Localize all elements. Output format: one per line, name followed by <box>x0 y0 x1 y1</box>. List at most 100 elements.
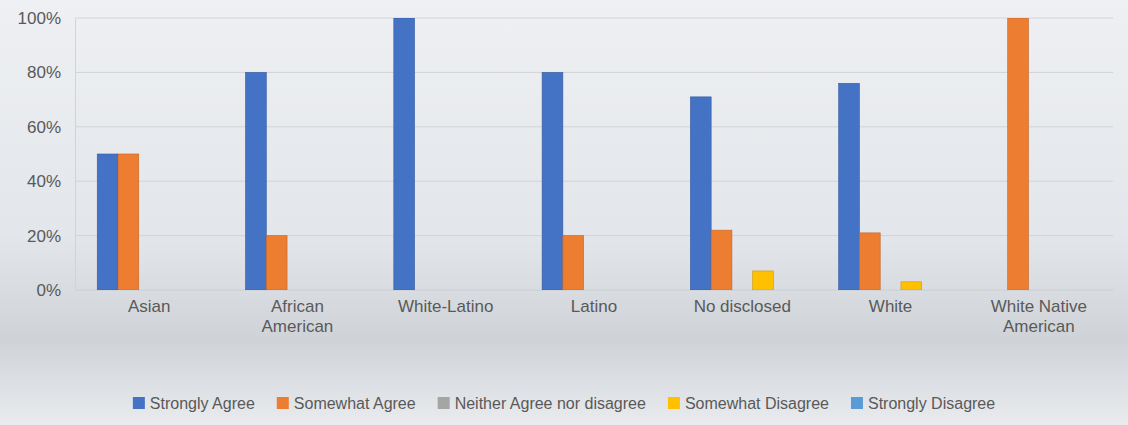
bar <box>690 97 711 290</box>
legend-swatch <box>668 397 680 409</box>
legend-swatch <box>133 397 145 409</box>
y-tick: 100% <box>18 9 75 28</box>
bar <box>584 290 605 291</box>
y-tick-label: 20% <box>27 227 61 246</box>
legend-label: Strongly Agree <box>150 395 255 412</box>
legend-item: Strongly Agree <box>133 395 255 412</box>
x-axis: AsianAfricanAmericanWhite-LatinoLatinoNo… <box>76 291 1114 336</box>
x-tick-label: AfricanAmerican <box>262 297 334 336</box>
y-tick-label: 40% <box>27 172 61 191</box>
bar <box>625 290 646 291</box>
bar <box>922 290 943 291</box>
x-tick: Asian <box>128 297 171 316</box>
y-tick-label: 100% <box>18 9 61 28</box>
y-tick: 0% <box>36 281 75 300</box>
legend-swatch <box>438 397 450 409</box>
grid-line <box>75 18 1113 19</box>
y-tick: 80% <box>27 63 75 82</box>
series <box>753 271 922 290</box>
bar <box>859 233 880 290</box>
x-tick-label-line: Latino <box>571 297 617 316</box>
series <box>118 18 1028 290</box>
y-tick: 60% <box>27 118 75 137</box>
bar <box>711 230 732 290</box>
x-tick-label-line: White <box>869 297 912 316</box>
bar <box>329 290 350 291</box>
bar <box>97 154 118 290</box>
bar <box>394 18 415 290</box>
x-tick: AfricanAmerican <box>262 297 334 336</box>
y-axis-line <box>75 19 76 291</box>
bar <box>139 290 160 291</box>
bar <box>563 236 584 290</box>
grid <box>75 18 1113 290</box>
bar <box>308 290 329 291</box>
legend-item: Strongly Disagree <box>851 395 995 412</box>
bar <box>118 154 139 290</box>
bar <box>246 72 267 290</box>
x-tick: White-Latino <box>398 297 493 316</box>
legend: Strongly Agree Somewhat Agree Neither Agre… <box>133 395 995 412</box>
bar <box>1070 290 1091 291</box>
x-tick: White NativeAmerican <box>991 297 1087 336</box>
x-tick: No disclosed <box>694 297 791 316</box>
grid-line <box>75 72 1113 73</box>
x-tick-label: Latino <box>571 297 617 316</box>
x-tick: Latino <box>571 297 617 316</box>
x-tick-label-line: African <box>271 297 324 316</box>
bar <box>987 290 1008 291</box>
plot-area: 0%20%40%60%80%100%AsianAfricanAmericanWh… <box>18 9 1114 336</box>
x-tick-label-line: American <box>1003 317 1075 336</box>
grid-line <box>75 290 1113 291</box>
bar <box>604 290 625 291</box>
bar <box>773 290 794 291</box>
x-tick-label-line: White-Latino <box>398 297 493 316</box>
y-tick-label: 0% <box>36 281 61 300</box>
bar <box>266 236 287 290</box>
bar <box>477 290 498 291</box>
y-tick: 20% <box>27 227 75 246</box>
y-axis: 0% 20% 40% 60% 80% 100% <box>18 9 76 300</box>
y-tick-label: 80% <box>27 63 61 82</box>
legend-swatch <box>851 397 863 409</box>
legend-label: Somewhat Agree <box>294 395 416 412</box>
bar <box>287 290 308 291</box>
x-tick-label: White <box>869 297 912 316</box>
bar <box>456 290 477 291</box>
bar <box>542 72 563 290</box>
bar <box>880 290 901 291</box>
bar <box>901 282 922 290</box>
x-tick-label-line: American <box>262 317 334 336</box>
x-tick-label: Asian <box>128 297 171 316</box>
x-tick-label-line: Asian <box>128 297 171 316</box>
x-tick: White <box>869 297 912 316</box>
y-tick-label: 60% <box>27 118 61 137</box>
x-tick-label: White NativeAmerican <box>991 297 1087 336</box>
bar <box>435 290 456 291</box>
legend-item: Neither Agree nor disagree <box>438 395 646 412</box>
bar <box>415 290 436 291</box>
legend-label: Somewhat Disagree <box>685 395 829 412</box>
bar <box>1028 290 1049 291</box>
x-tick-label-line: No disclosed <box>694 297 791 316</box>
bar <box>160 290 181 291</box>
x-tick-label-line: White Native <box>991 297 1087 316</box>
legend-label: Strongly Disagree <box>868 395 995 412</box>
x-tick-label: No disclosed <box>694 297 791 316</box>
series <box>97 18 859 290</box>
bar <box>732 290 753 291</box>
legend-item: Somewhat Agree <box>277 395 416 412</box>
legend-swatch <box>277 397 289 409</box>
bar <box>180 290 201 291</box>
chart: 0%20%40%60%80%100%AsianAfricanAmericanWh… <box>0 0 1128 425</box>
legend-item: Somewhat Disagree <box>668 395 829 412</box>
bars <box>97 18 1028 290</box>
bar <box>1008 18 1029 290</box>
grid-line <box>75 235 1113 236</box>
bar <box>1049 290 1070 291</box>
y-tick: 40% <box>27 172 75 191</box>
x-tick-label: White-Latino <box>398 297 493 316</box>
grid-line <box>75 126 1113 127</box>
bar <box>839 83 860 290</box>
x-axis-line <box>76 290 1114 291</box>
